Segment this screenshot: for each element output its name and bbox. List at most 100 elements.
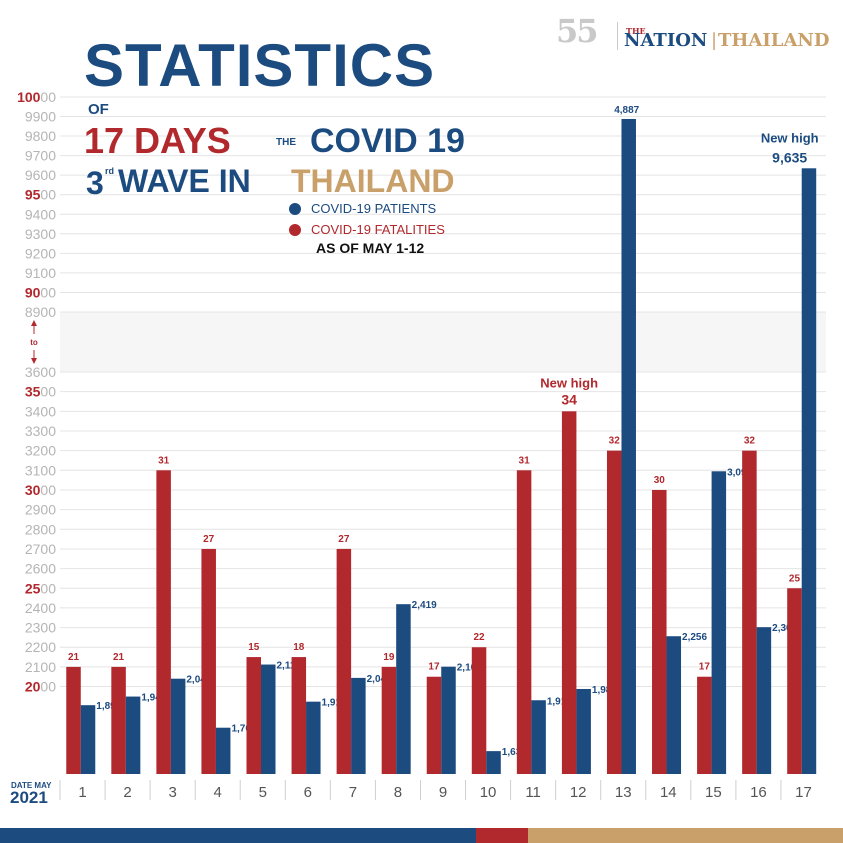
axis-break-arrowhead-down (31, 358, 37, 364)
y-tick-label: 3300 (25, 423, 56, 439)
bar-patients-day-6 (306, 701, 321, 774)
x-tick-label-day-5: 5 (259, 784, 267, 801)
bar-fatalities-day-13 (606, 450, 622, 774)
label-patients-day-7: 2,044 (367, 674, 392, 685)
label-patients-day-12: 1,983 (592, 685, 617, 696)
legend-patients-dot (289, 203, 301, 215)
label-fatalities-day-1: 21 (68, 652, 80, 663)
bar-fatalities-day-11 (516, 470, 532, 774)
y-tick-label: 2100 (25, 659, 56, 675)
axis-break-label: to (30, 338, 38, 347)
bar-fatalities-day-10 (471, 647, 487, 774)
y-tick-label: 2900 (25, 502, 56, 518)
y-tick-label: 2300 (25, 620, 56, 636)
y-tick-label: 2400 (25, 600, 56, 616)
bar-fatalities-day-3 (156, 470, 171, 774)
x-tick-label-day-8: 8 (394, 784, 402, 801)
bar-fatalities-day-8 (381, 666, 397, 774)
y-tick-label: 9700 (25, 148, 56, 164)
y-tick-label: 9600 (25, 167, 56, 183)
legend-fatalities-label: COVID-19 FATALITIES (311, 222, 445, 237)
label-patients-day-13: 4,887 (614, 105, 639, 116)
anniversary-logo: 55 (556, 12, 599, 50)
label-fatalities-day-4: 27 (203, 534, 215, 545)
axis-break-arrowhead-up (31, 320, 37, 326)
y-tick-label: 9900 (25, 109, 56, 125)
label-fatalities-day-2: 21 (113, 652, 125, 663)
label-fatalities-day-7: 27 (338, 534, 350, 545)
logo-nation: NATION (624, 30, 708, 51)
label-patients-day-8: 2,419 (412, 600, 437, 611)
bar-fatalities-day-14 (652, 489, 667, 774)
label-fatalities-day-14: 30 (654, 475, 666, 486)
x-axis-label-year: 2021 (10, 788, 48, 807)
y-tick-label: 2600 (25, 561, 56, 577)
title-of: OF (88, 101, 109, 118)
x-tick-label-day-15: 15 (705, 784, 722, 801)
x-tick-label-day-12: 12 (570, 784, 587, 801)
bar-patients-day-15 (711, 471, 727, 774)
bar-patients-day-5 (261, 664, 276, 774)
bar-patients-day-3 (170, 678, 186, 774)
bar-fatalities-day-6 (291, 657, 307, 774)
bar-fatalities-day-5 (246, 657, 262, 774)
logo-the: THE (626, 26, 646, 36)
bar-patients-day-17 (801, 168, 817, 774)
label-fatalities-day-3: 31 (158, 455, 170, 466)
label-patients-day-6: 1,911 (322, 698, 347, 709)
label-patients-day-5: 2,112 (277, 661, 302, 672)
title-ordinal-suffix: rd (105, 166, 114, 176)
bar-patients-day-13 (621, 118, 636, 774)
bar-fatalities-day-16 (742, 450, 757, 774)
y-tick-label: 8900 (25, 304, 56, 320)
x-tick-label-day-3: 3 (168, 784, 176, 801)
label-patients-day-14: 2,256 (682, 632, 707, 643)
logo-bar: | (711, 30, 718, 51)
x-tick-label-day-9: 9 (439, 784, 447, 801)
y-tick-label: 3600 (25, 364, 56, 380)
axis-break-region (60, 312, 826, 372)
y-tick-label: 2200 (25, 639, 56, 655)
y-tick-label: 2700 (25, 541, 56, 557)
label-patients-day-11: 1,919 (547, 696, 572, 707)
label-patients-day-3: 2,040 (186, 675, 211, 686)
bar-fatalities-day-12 (561, 411, 577, 774)
label-fatalities-day-15: 17 (699, 662, 711, 673)
x-tick-label-day-11: 11 (525, 784, 541, 801)
title-the: THE (276, 137, 296, 148)
bar-patients-day-2 (125, 696, 141, 774)
bar-patients-day-7 (351, 677, 366, 774)
label-fatalities-day-9: 17 (428, 662, 440, 673)
label-fatalities-day-17: 25 (789, 573, 801, 584)
x-tick-label-day-6: 6 (304, 784, 312, 801)
x-tick-label-day-2: 2 (123, 784, 131, 801)
label-patients-day-4: 1,763 (231, 724, 256, 735)
legend-as-of: AS OF MAY 1-12 (316, 240, 425, 256)
x-tick-label-day-16: 16 (750, 784, 767, 801)
label-fatalities-day-13: 32 (609, 436, 621, 447)
title-wave: WAVE IN (118, 163, 251, 199)
legend-patients-label: COVID-19 PATIENTS (311, 201, 437, 216)
bar-patients-day-12 (576, 688, 591, 774)
bottom-strip-gold (528, 828, 843, 843)
bar-patients-day-1 (80, 705, 96, 774)
y-tick-label: 9000 (25, 284, 56, 300)
x-tick-label-day-4: 4 (214, 784, 222, 801)
bar-patients-day-11 (531, 700, 546, 774)
y-tick-label: 3500 (25, 384, 56, 400)
label-fatalities-day-11: 31 (519, 455, 531, 466)
y-tick-label: 10000 (17, 89, 56, 105)
y-tick-label: 9100 (25, 265, 56, 281)
label-patients-day-9: 2,101 (457, 663, 482, 674)
y-tick-label: 9500 (25, 187, 56, 203)
bar-patients-day-4 (215, 727, 231, 774)
x-tick-label-day-14: 14 (660, 784, 677, 801)
bar-patients-day-16 (756, 627, 772, 774)
y-tick-label: 3400 (25, 403, 56, 419)
annotation-new-high-fatalities: New high (540, 375, 598, 390)
label-fatalities-day-8: 19 (383, 652, 395, 663)
y-tick-label: 3200 (25, 443, 56, 459)
bar-fatalities-day-7 (336, 548, 352, 774)
x-axis-label-date: DATE MAY (11, 781, 52, 790)
